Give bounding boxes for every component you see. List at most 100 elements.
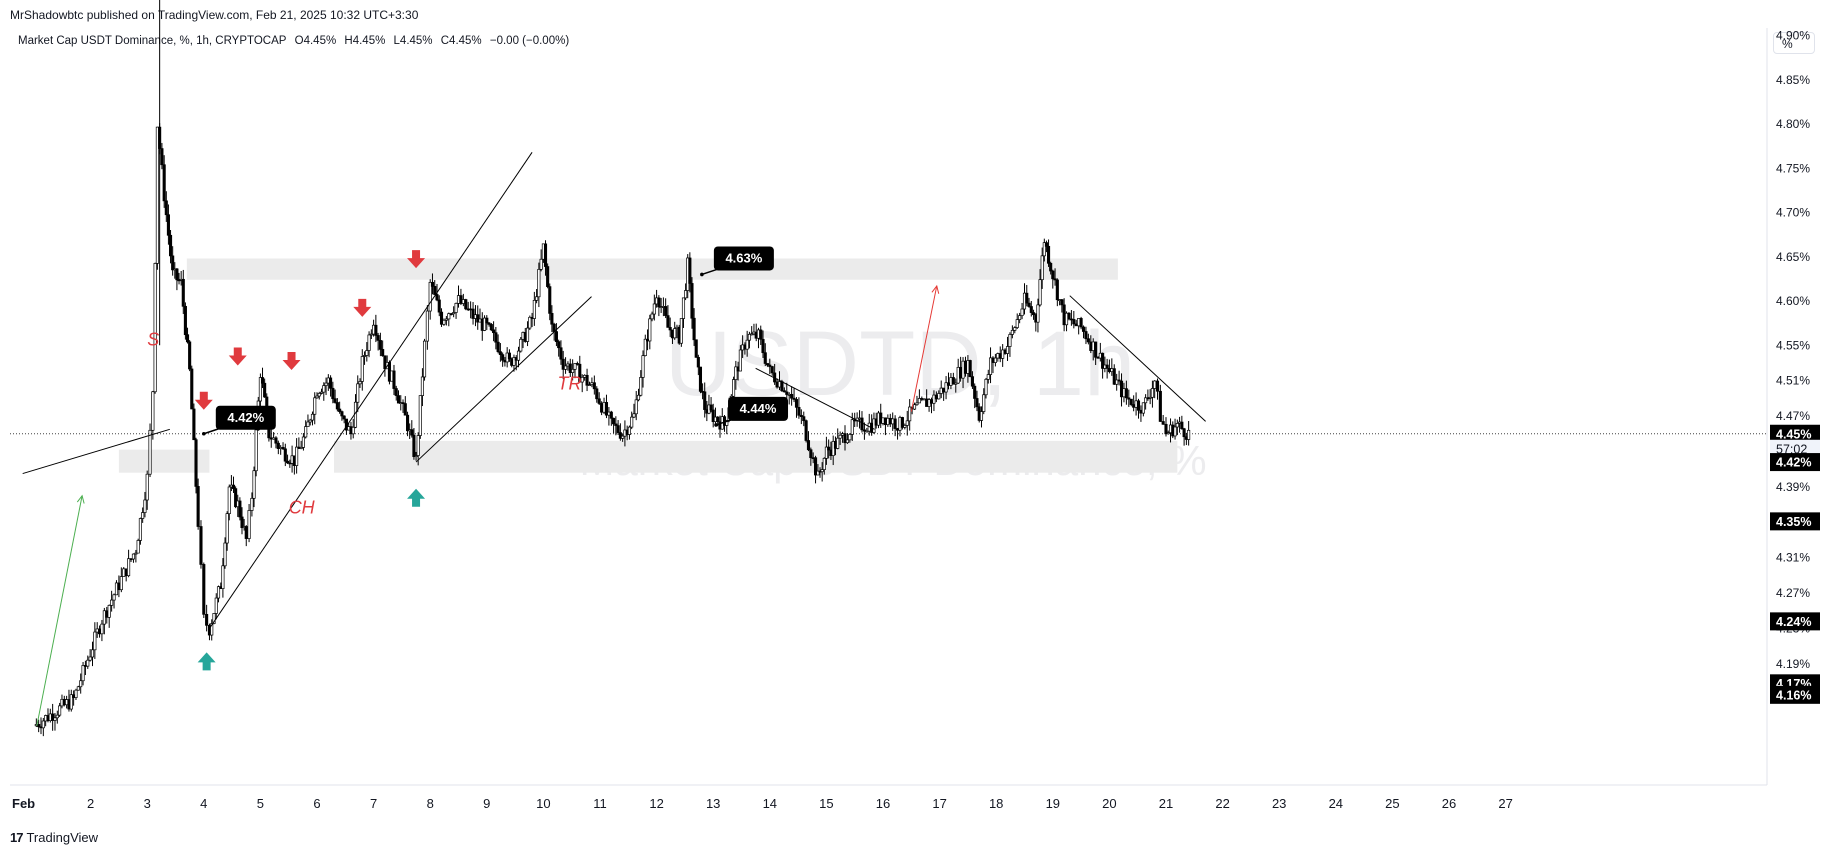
pattern-label: CH <box>289 497 316 517</box>
candle-body <box>648 318 652 342</box>
candle-body <box>537 269 541 298</box>
candle-body <box>568 363 572 373</box>
candle-body <box>747 333 751 341</box>
candle-body <box>276 442 280 449</box>
candle-body <box>532 299 536 319</box>
time-tick-label: 8 <box>427 796 434 811</box>
candle-body <box>456 295 461 304</box>
trendline[interactable] <box>415 296 592 463</box>
time-tick-label: 27 <box>1498 796 1512 811</box>
candle-body <box>612 417 616 425</box>
candle-body <box>632 413 636 418</box>
candle-body <box>162 164 166 202</box>
candle-body <box>452 312 456 315</box>
candle-body <box>709 404 713 411</box>
trendline[interactable] <box>755 367 875 430</box>
candle-body <box>392 370 396 389</box>
candle-body <box>299 447 303 449</box>
candle-body <box>225 513 229 544</box>
trendline[interactable] <box>1069 295 1206 422</box>
candle-body <box>53 717 57 721</box>
price-label-box <box>1770 453 1820 472</box>
candle-body <box>690 283 694 319</box>
candle-body <box>1067 312 1071 320</box>
candle-body <box>420 376 424 396</box>
candle-body <box>1074 323 1078 327</box>
candle-body <box>214 597 218 614</box>
candle-body <box>738 349 742 372</box>
candle-body <box>234 488 238 508</box>
candle-body <box>526 327 530 342</box>
candle-body <box>1027 302 1031 307</box>
time-tick-label: 22 <box>1215 796 1229 811</box>
trendline[interactable] <box>22 428 170 475</box>
candle-body <box>893 418 897 429</box>
candle-body <box>469 308 473 311</box>
candle-body <box>759 329 763 340</box>
time-tick-label: 23 <box>1272 796 1286 811</box>
candle-body <box>1182 428 1186 438</box>
candle-body <box>367 334 371 351</box>
candle-body <box>1069 318 1073 321</box>
candle-body <box>114 582 119 596</box>
zone-rect <box>186 258 1118 280</box>
buy-arrow-icon <box>407 488 426 507</box>
candle-body <box>1089 341 1093 351</box>
candle-body <box>782 390 786 393</box>
candle-body <box>306 421 310 427</box>
candle-body <box>252 470 256 499</box>
candle-body <box>69 694 73 710</box>
candle-body <box>597 398 601 404</box>
candle-body <box>376 335 380 341</box>
candle-body <box>107 605 111 618</box>
candle-body <box>394 388 398 396</box>
candle-body <box>996 353 1000 359</box>
candle-body <box>401 402 405 404</box>
candle-body <box>507 352 511 360</box>
candle-body <box>1139 409 1143 414</box>
trendlines[interactable] <box>22 152 1206 629</box>
candle-body <box>240 516 244 529</box>
candle-body <box>881 417 885 424</box>
percent-scale-button[interactable]: % <box>1773 32 1815 54</box>
candle-body <box>858 417 862 420</box>
candle-body <box>1042 242 1046 257</box>
candle-body <box>806 440 811 451</box>
symbol-legend: Market Cap USDT Dominance, %, 1h, CRYPTO… <box>18 35 574 47</box>
candle-body <box>435 294 439 301</box>
candle-body <box>734 366 738 380</box>
candle-body <box>329 377 333 389</box>
candle-body <box>138 518 142 541</box>
candle-body <box>917 398 921 404</box>
candle-body <box>335 402 339 410</box>
candle-body <box>1158 390 1162 422</box>
candle-body <box>464 299 468 310</box>
price-tick-label: 4.80% <box>1776 117 1810 131</box>
sell-arrow-icon <box>282 351 301 370</box>
candle-body <box>929 399 934 404</box>
candle-body <box>315 395 319 399</box>
candle-body <box>1079 318 1083 328</box>
candle-body <box>698 366 703 392</box>
trendline[interactable] <box>209 152 533 629</box>
candle-body <box>765 363 770 366</box>
candle-body <box>155 126 159 264</box>
ohlc-close: C4.45% <box>440 35 482 47</box>
candle-body <box>1020 308 1024 316</box>
time-axis[interactable]: Feb 2 3 4 5 6 7 8 9 10 11 12 13 14 15 16 17 18 19 20 21 22 23 2… <box>12 796 1513 811</box>
candle-body <box>254 429 258 472</box>
candle-body <box>559 347 563 360</box>
candle-body <box>968 360 972 377</box>
candle-body <box>196 486 200 527</box>
candle-body <box>1055 279 1059 301</box>
candle-body <box>418 395 422 436</box>
candle-body <box>888 417 892 425</box>
time-tick-label: 14 <box>763 796 777 811</box>
candle-body <box>166 214 170 236</box>
price-label-text: 4.45% <box>1776 427 1811 441</box>
candle-body <box>471 308 475 319</box>
candles <box>34 0 1191 737</box>
price-axis[interactable]: 4.90% 4.85% 4.80% 4.75% 4.70% 4.65% 4.60% 4.55%… <box>1776 29 1810 671</box>
candle-body <box>322 385 326 393</box>
